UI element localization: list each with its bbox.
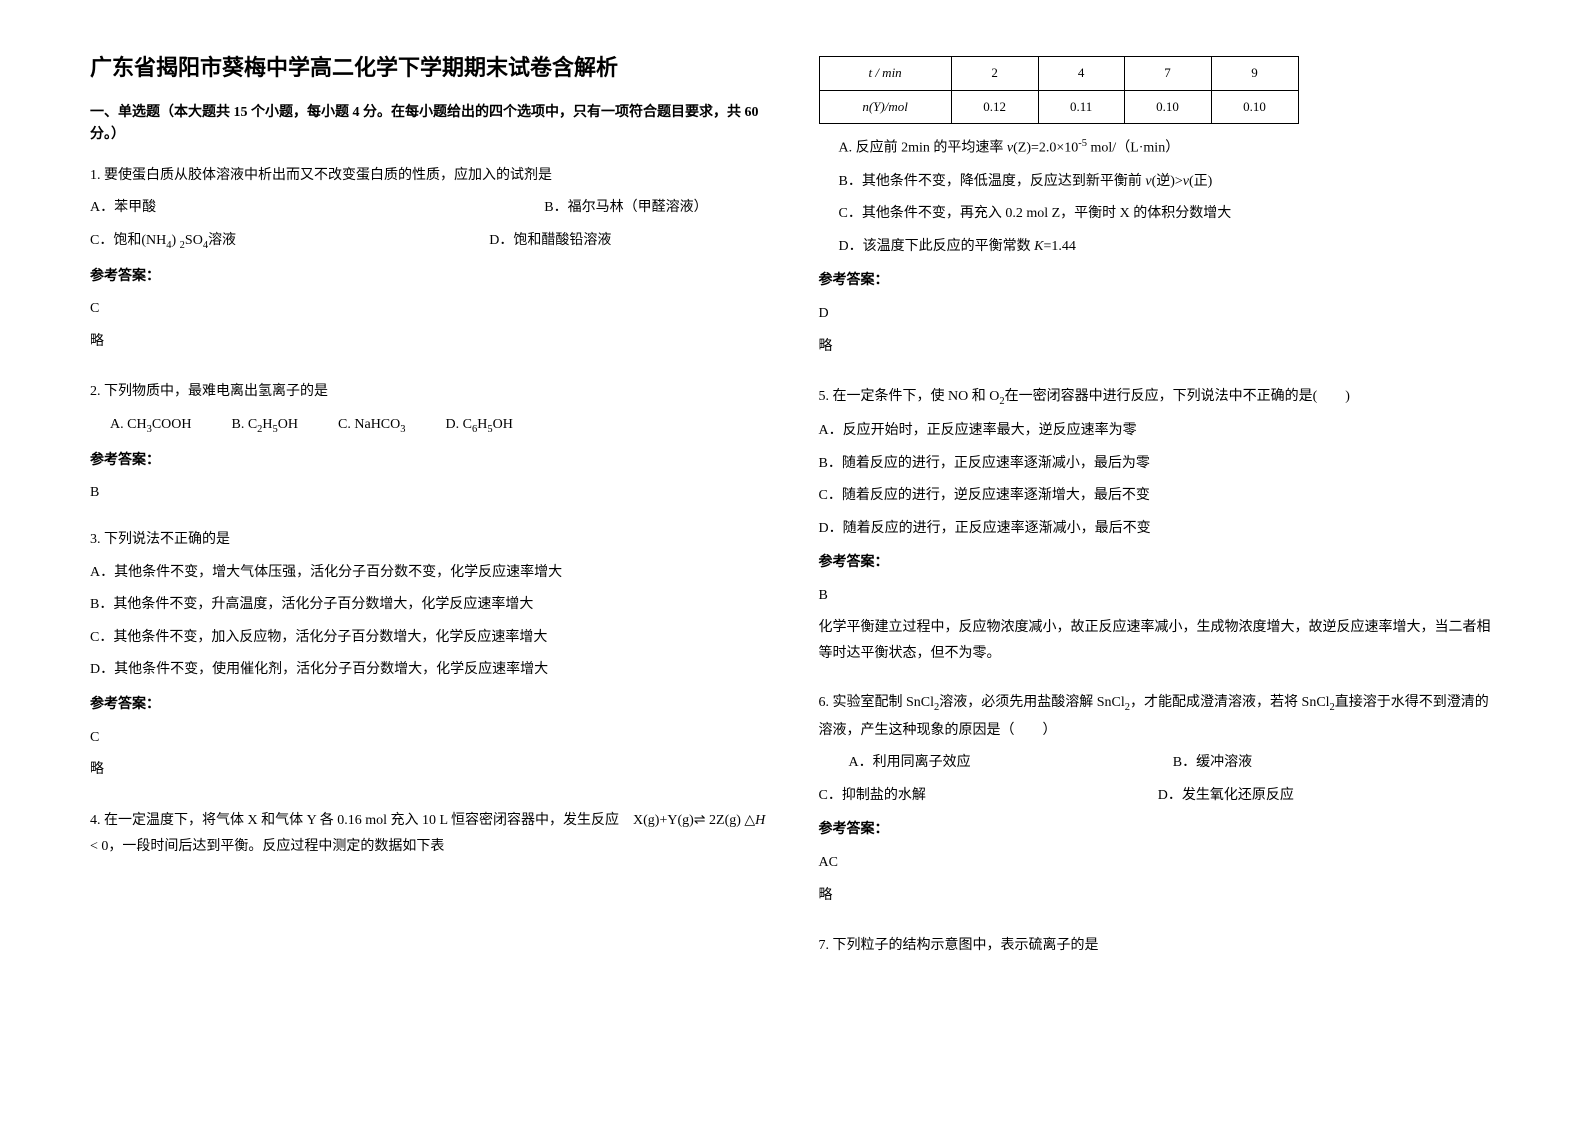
question-6: 6. 实验室配制 SnCl2溶液，必须先用盐酸溶解 SnCl2，才能配成澄清溶液… (819, 690, 1498, 919)
table-row: n(Y)/mol 0.12 0.11 0.10 0.10 (819, 90, 1298, 124)
q6-option-a: A．利用同离子效应 (849, 750, 1173, 777)
q4-option-d: D．该温度下此反应的平衡常数 K=1.44 (839, 234, 1498, 261)
q3-answer: C (90, 725, 769, 752)
q1-text: 1. 要使蛋白质从胶体溶液中析出而又不改变蛋白质的性质，应加入的试剂是 (90, 163, 769, 190)
question-1: 1. 要使蛋白质从胶体溶液中析出而又不改变蛋白质的性质，应加入的试剂是 A．苯甲… (90, 163, 769, 366)
q4-answer-label: 参考答案： (819, 268, 1498, 295)
q3-option-a: A．其他条件不变，增大气体压强，活化分子百分数不变，化学反应速率增大 (90, 560, 769, 587)
q1-answer: C (90, 296, 769, 323)
q4-data-table: t / min 2 4 7 9 n(Y)/mol 0.12 0.11 0.10 … (819, 56, 1299, 124)
q3-option-b: B．其他条件不变，升高温度，活化分子百分数增大，化学反应速率增大 (90, 592, 769, 619)
question-7: 7. 下列粒子的结构示意图中，表示硫离子的是 (819, 933, 1498, 966)
q1-option-a: A．苯甲酸 (90, 195, 314, 222)
q2-option-b: B. C2H5OH (231, 412, 298, 440)
q3-text: 3. 下列说法不正确的是 (90, 527, 769, 554)
q6-text: 6. 实验室配制 SnCl2溶液，必须先用盐酸溶解 SnCl2，才能配成澄清溶液… (819, 690, 1498, 744)
document-title: 广东省揭阳市葵梅中学高二化学下学期期末试卷含解析 (90, 50, 769, 82)
q4-options: A. 反应前 2min 的平均速率 v(Z)=2.0×10-5 mol/（L·m… (839, 134, 1498, 260)
q3-note: 略 (90, 757, 769, 784)
question-2: 2. 下列物质中，最难电离出氢离子的是 A. CH3COOH B. C2H5OH… (90, 379, 769, 513)
q4-text: 4. 在一定温度下，将气体 X 和气体 Y 各 0.16 mol 充入 10 L… (90, 808, 769, 861)
q5-answer: B (819, 583, 1498, 610)
q2-option-c: C. NaHCO3 (338, 412, 405, 440)
q5-explanation: 化学平衡建立过程中，反应物浓度减小，故正反应速率减小，生成物浓度增大，故逆反应速… (819, 615, 1498, 665)
q5-option-d: D．随着反应的进行，正反应速率逐渐减小，最后不变 (819, 516, 1498, 543)
q5-text: 5. 在一定条件下，使 NO 和 O2在一密闭容器中进行反应，下列说法中不正确的… (819, 384, 1498, 412)
q1-note: 略 (90, 329, 769, 356)
question-4-body: t / min 2 4 7 9 n(Y)/mol 0.12 0.11 0.10 … (819, 50, 1498, 370)
q6-note: 略 (819, 883, 1498, 910)
right-column: t / min 2 4 7 9 n(Y)/mol 0.12 0.11 0.10 … (819, 50, 1498, 1072)
td-v4: 0.10 (1211, 90, 1298, 124)
td-v2: 0.11 (1038, 90, 1124, 124)
q2-option-a: A. CH3COOH (110, 412, 191, 440)
q6-option-b: B．缓冲溶液 (1173, 750, 1497, 777)
section-intro: 一、单选题（本大题共 15 个小题，每小题 4 分。在每小题给出的四个选项中，只… (90, 102, 769, 147)
q3-answer-label: 参考答案： (90, 692, 769, 719)
q1-option-d: D．饱和醋酸铅溶液 (489, 228, 768, 256)
q2-options: A. CH3COOH B. C2H5OH C. NaHCO3 D. C6H5OH (90, 412, 769, 440)
q6-option-c: C．抑制盐的水解 (819, 783, 1158, 810)
th-7: 7 (1124, 57, 1211, 91)
q4-option-a: A. 反应前 2min 的平均速率 v(Z)=2.0×10-5 mol/（L·m… (839, 134, 1498, 162)
th-9: 9 (1211, 57, 1298, 91)
th-2: 2 (951, 57, 1038, 91)
q6-options-row1: A．利用同离子效应 B．缓冲溶液 (819, 750, 1498, 777)
td-label: n(Y)/mol (819, 90, 951, 124)
td-v1: 0.12 (951, 90, 1038, 124)
q4-option-c: C．其他条件不变，再充入 0.2 mol Z，平衡时 X 的体积分数增大 (839, 201, 1498, 228)
q3-option-d: D．其他条件不变，使用催化剂，活化分子百分数增大，化学反应速率增大 (90, 657, 769, 684)
q4-answer: D (819, 301, 1498, 328)
q2-answer: B (90, 480, 769, 507)
q5-answer-label: 参考答案： (819, 550, 1498, 577)
q2-option-d: D. C6H5OH (446, 412, 513, 440)
question-5: 5. 在一定条件下，使 NO 和 O2在一密闭容器中进行反应，下列说法中不正确的… (819, 384, 1498, 676)
q5-option-b: B．随着反应的进行，正反应速率逐渐减小，最后为零 (819, 451, 1498, 478)
question-3: 3. 下列说法不正确的是 A．其他条件不变，增大气体压强，活化分子百分数不变，化… (90, 527, 769, 794)
th-4: 4 (1038, 57, 1124, 91)
q4-note: 略 (819, 334, 1498, 361)
q2-answer-label: 参考答案： (90, 448, 769, 475)
q1-option-c: C．饱和(NH4) 2SO4溶液 (90, 228, 369, 256)
q2-text: 2. 下列物质中，最难电离出氢离子的是 (90, 379, 769, 406)
q4-option-b: B．其他条件不变，降低温度，反应达到新平衡前 v(逆)>v(正) (839, 169, 1498, 196)
q5-option-a: A．反应开始时，正反应速率最大，逆反应速率为零 (819, 418, 1498, 445)
q5-options: A．反应开始时，正反应速率最大，逆反应速率为零 B．随着反应的进行，正反应速率逐… (819, 418, 1498, 542)
q1-options-row1: A．苯甲酸 B．福尔马林（甲醛溶液） (90, 195, 769, 222)
table-header-row: t / min 2 4 7 9 (819, 57, 1298, 91)
th-time: t / min (819, 57, 951, 91)
q1-option-b: B．福尔马林（甲醛溶液） (544, 195, 768, 222)
q1-options-row2: C．饱和(NH4) 2SO4溶液 D．饱和醋酸铅溶液 (90, 228, 769, 256)
q5-option-c: C．随着反应的进行，逆反应速率逐渐增大，最后不变 (819, 483, 1498, 510)
question-4-intro: 4. 在一定温度下，将气体 X 和气体 Y 各 0.16 mol 充入 10 L… (90, 808, 769, 867)
q6-answer: AC (819, 850, 1498, 877)
q6-options-row2: C．抑制盐的水解 D．发生氧化还原反应 (819, 783, 1498, 810)
q3-options: A．其他条件不变，增大气体压强，活化分子百分数不变，化学反应速率增大 B．其他条… (90, 560, 769, 684)
left-column: 广东省揭阳市葵梅中学高二化学下学期期末试卷含解析 一、单选题（本大题共 15 个… (90, 50, 769, 1072)
q1-answer-label: 参考答案： (90, 264, 769, 291)
q3-option-c: C．其他条件不变，加入反应物，活化分子百分数增大，化学反应速率增大 (90, 625, 769, 652)
q6-answer-label: 参考答案： (819, 817, 1498, 844)
td-v3: 0.10 (1124, 90, 1211, 124)
q6-option-d: D．发生氧化还原反应 (1158, 783, 1497, 810)
q7-text: 7. 下列粒子的结构示意图中，表示硫离子的是 (819, 933, 1498, 960)
